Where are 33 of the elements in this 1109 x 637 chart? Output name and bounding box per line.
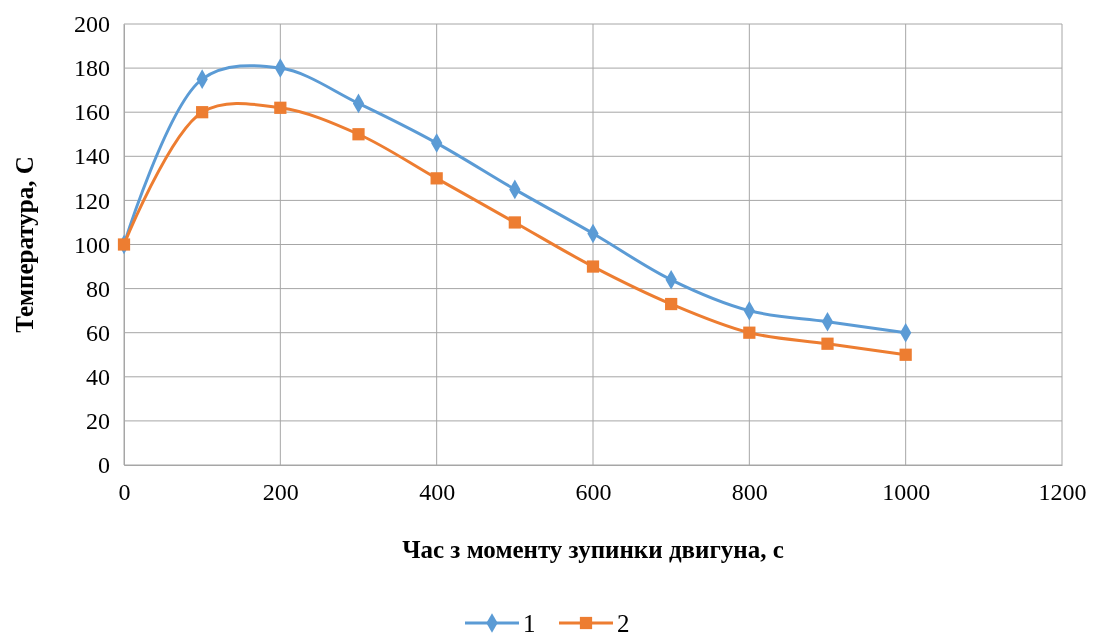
y-tick-label: 200 [74,11,110,38]
point [117,238,131,251]
x-tick-label: 0 [118,479,131,506]
legend-label: 1 [523,610,536,637]
point [508,216,521,229]
x-tick-label: 200 [262,479,299,506]
y-tick-label: 20 [86,408,110,435]
y-tick-label: 160 [74,99,110,126]
y-tick-label: 120 [74,187,110,214]
x-axis-title: Час з моменту зупинки двигуна, с [402,536,784,563]
point [274,101,287,114]
y-tick-label: 180 [74,55,110,82]
x-tick-label: 600 [575,479,612,506]
x-tick-label: 400 [419,479,456,506]
y-axis-title: Температура, С [11,156,38,333]
y-tick-label: 140 [74,143,110,170]
legend-label: 2 [617,610,630,637]
point [430,172,443,185]
point [196,106,209,119]
point [665,297,678,311]
x-tick-label: 800 [731,479,768,506]
y-tick-label: 40 [86,363,110,390]
point [899,348,912,361]
y-tick-label: 100 [74,231,110,258]
x-tick-label: 1000 [882,479,931,506]
point [586,260,600,273]
point [821,337,834,350]
y-tick-label: 60 [86,319,110,346]
y-tick-label: 0 [98,452,110,479]
point [352,128,365,141]
x-tick-label: 1200 [1038,479,1087,506]
y-tick-label: 80 [86,275,110,302]
point [743,326,756,339]
